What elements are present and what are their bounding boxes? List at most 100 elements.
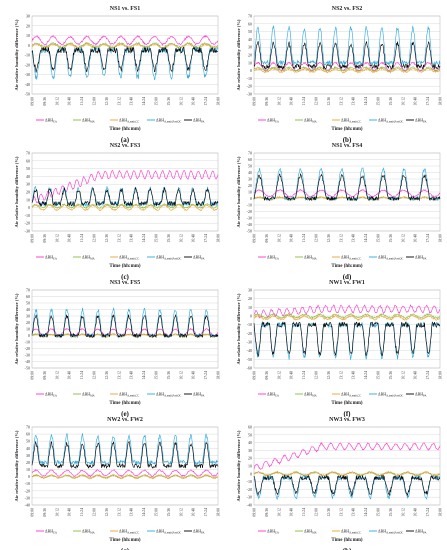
y-tick-label: 0 <box>28 333 30 338</box>
x-tick-label: 15:00 <box>155 508 159 517</box>
legend-subscript: A,emit,PostOC <box>164 395 181 398</box>
x-tick-label: 17:24 <box>426 97 430 106</box>
x-tick-label: 12:00 <box>93 97 97 106</box>
x-axis-label: Time (hh:mm) <box>109 538 140 543</box>
x-tick-label: 12:36 <box>327 508 331 517</box>
legend-subscript: PA <box>423 121 426 124</box>
legend-label: ΔRHEA <box>267 118 279 124</box>
series-line <box>253 172 441 202</box>
chart-title: NW3 vs. FW3 <box>329 417 365 423</box>
y-tick-label: 50 <box>26 439 30 444</box>
y-tick-label: 0 <box>250 68 252 73</box>
y-tick-label: 20 <box>248 456 252 461</box>
y-tick-label: 60 <box>26 158 30 163</box>
y-axis-label: Air relative humidity difference (%) <box>14 156 19 227</box>
chart-title: NW2 vs. FW2 <box>107 417 143 423</box>
x-tick-label: 15:36 <box>167 508 171 517</box>
x-tick-label: 18:00 <box>439 371 443 380</box>
x-tick-label: 18:00 <box>439 508 443 517</box>
series-line <box>253 41 441 70</box>
x-tick-label: 12:00 <box>93 508 97 517</box>
legend-label: ΔRHA,emit,PostOC <box>378 118 403 124</box>
x-tick-label: 18:00 <box>217 234 221 243</box>
x-tick-label: 09:36 <box>43 234 47 243</box>
x-tick-label: 09:36 <box>265 97 269 106</box>
chart-title: NS1 vs. FS4 <box>332 143 363 149</box>
y-tick-label: 0 <box>28 205 30 210</box>
plot-frame <box>31 289 219 369</box>
y-tick-label: 10 <box>26 327 30 332</box>
series-line <box>253 321 441 360</box>
legend-subscript: A,emit,CC <box>349 532 361 535</box>
x-tick-label: 16:48 <box>192 97 196 106</box>
y-tick-label: 40 <box>26 307 30 312</box>
legend-label: ΔRHEA <box>267 255 279 261</box>
legend-subscript: A,emit,PostOC <box>386 121 403 124</box>
legend-label: ΔRHMA <box>304 392 317 398</box>
y-tick-label: -10 <box>25 340 30 345</box>
legend-label: ΔRHPA <box>193 118 204 124</box>
x-tick-label: 09:36 <box>265 508 269 517</box>
legend-subscript: MA <box>312 395 317 398</box>
legend-subscript: A,emit,PostOC <box>386 395 403 398</box>
panel-label: (e) <box>121 410 129 418</box>
y-tick-label: 30 <box>26 14 30 19</box>
x-tick-label: 13:48 <box>130 97 134 106</box>
legend-subscript: EA <box>53 395 57 398</box>
legend-subscript: EA <box>275 121 279 124</box>
series-line <box>31 474 219 480</box>
legend-label: ΔRHPA <box>415 255 426 261</box>
y-tick-label: 50 <box>26 301 30 306</box>
y-tick-label: 60 <box>248 21 252 26</box>
x-tick-label: 18:00 <box>439 97 443 106</box>
x-tick-label: 12:00 <box>93 371 97 380</box>
y-tick-label: -30 <box>247 495 252 500</box>
x-tick-label: 17:24 <box>204 371 208 380</box>
x-tick-label: 16:48 <box>414 508 418 517</box>
legend-label: ΔRHA,emit,CC <box>119 118 139 124</box>
x-tick-label: 09:36 <box>43 97 47 106</box>
y-tick-label: 0 <box>28 43 30 48</box>
x-axis-label: Time (hh:mm) <box>331 538 362 543</box>
legend-label: ΔRHEA <box>45 118 57 124</box>
legend-subscript: MA <box>90 258 95 261</box>
legend-label: ΔRHMA <box>304 529 317 535</box>
series-line <box>31 468 219 478</box>
x-tick-label: 12:00 <box>315 234 319 243</box>
x-tick-label: 15:00 <box>377 508 381 517</box>
x-tick-label: 11:24 <box>302 508 306 517</box>
y-tick-label: -40 <box>25 82 30 87</box>
x-tick-label: 09:36 <box>43 371 47 380</box>
x-tick-label: 10:12 <box>277 234 281 243</box>
y-tick-label: -20 <box>247 331 252 336</box>
series-line <box>31 46 219 73</box>
y-tick-label: 60 <box>248 425 252 430</box>
y-tick-label: 40 <box>248 37 252 42</box>
x-tick-label: 13:48 <box>130 508 134 517</box>
y-tick-label: -30 <box>247 216 252 221</box>
y-axis-label: Air relative humidity difference (%) <box>14 293 19 364</box>
x-tick-label: 12:36 <box>327 97 331 106</box>
y-tick-label: -40 <box>247 348 252 353</box>
y-tick-label: -30 <box>25 72 30 77</box>
x-tick-label: 09:00 <box>253 234 257 243</box>
legend-label: ΔRHA,emit,CC <box>341 118 361 124</box>
chart-title: NS1 vs. FS1 <box>110 6 141 12</box>
x-tick-label: 09:00 <box>253 508 257 517</box>
legend-subscript: A,emit,PostOC <box>164 532 181 535</box>
x-tick-label: 15:36 <box>389 508 393 517</box>
series-line <box>31 313 219 339</box>
legend-label: ΔRHA,emit,PostOC <box>378 529 403 535</box>
y-tick-label: 30 <box>26 182 30 187</box>
x-tick-label: 12:36 <box>105 371 109 380</box>
x-tick-label: 16:48 <box>192 371 196 380</box>
series-line <box>31 440 219 470</box>
x-tick-label: 13:48 <box>130 371 134 380</box>
panel-label: (a) <box>121 136 130 144</box>
y-tick-label: 10 <box>248 190 252 195</box>
x-tick-label: 10:48 <box>290 234 294 243</box>
y-tick-label: 40 <box>26 446 30 451</box>
x-tick-label: 14:24 <box>142 97 146 106</box>
x-tick-label: 18:00 <box>217 508 221 517</box>
